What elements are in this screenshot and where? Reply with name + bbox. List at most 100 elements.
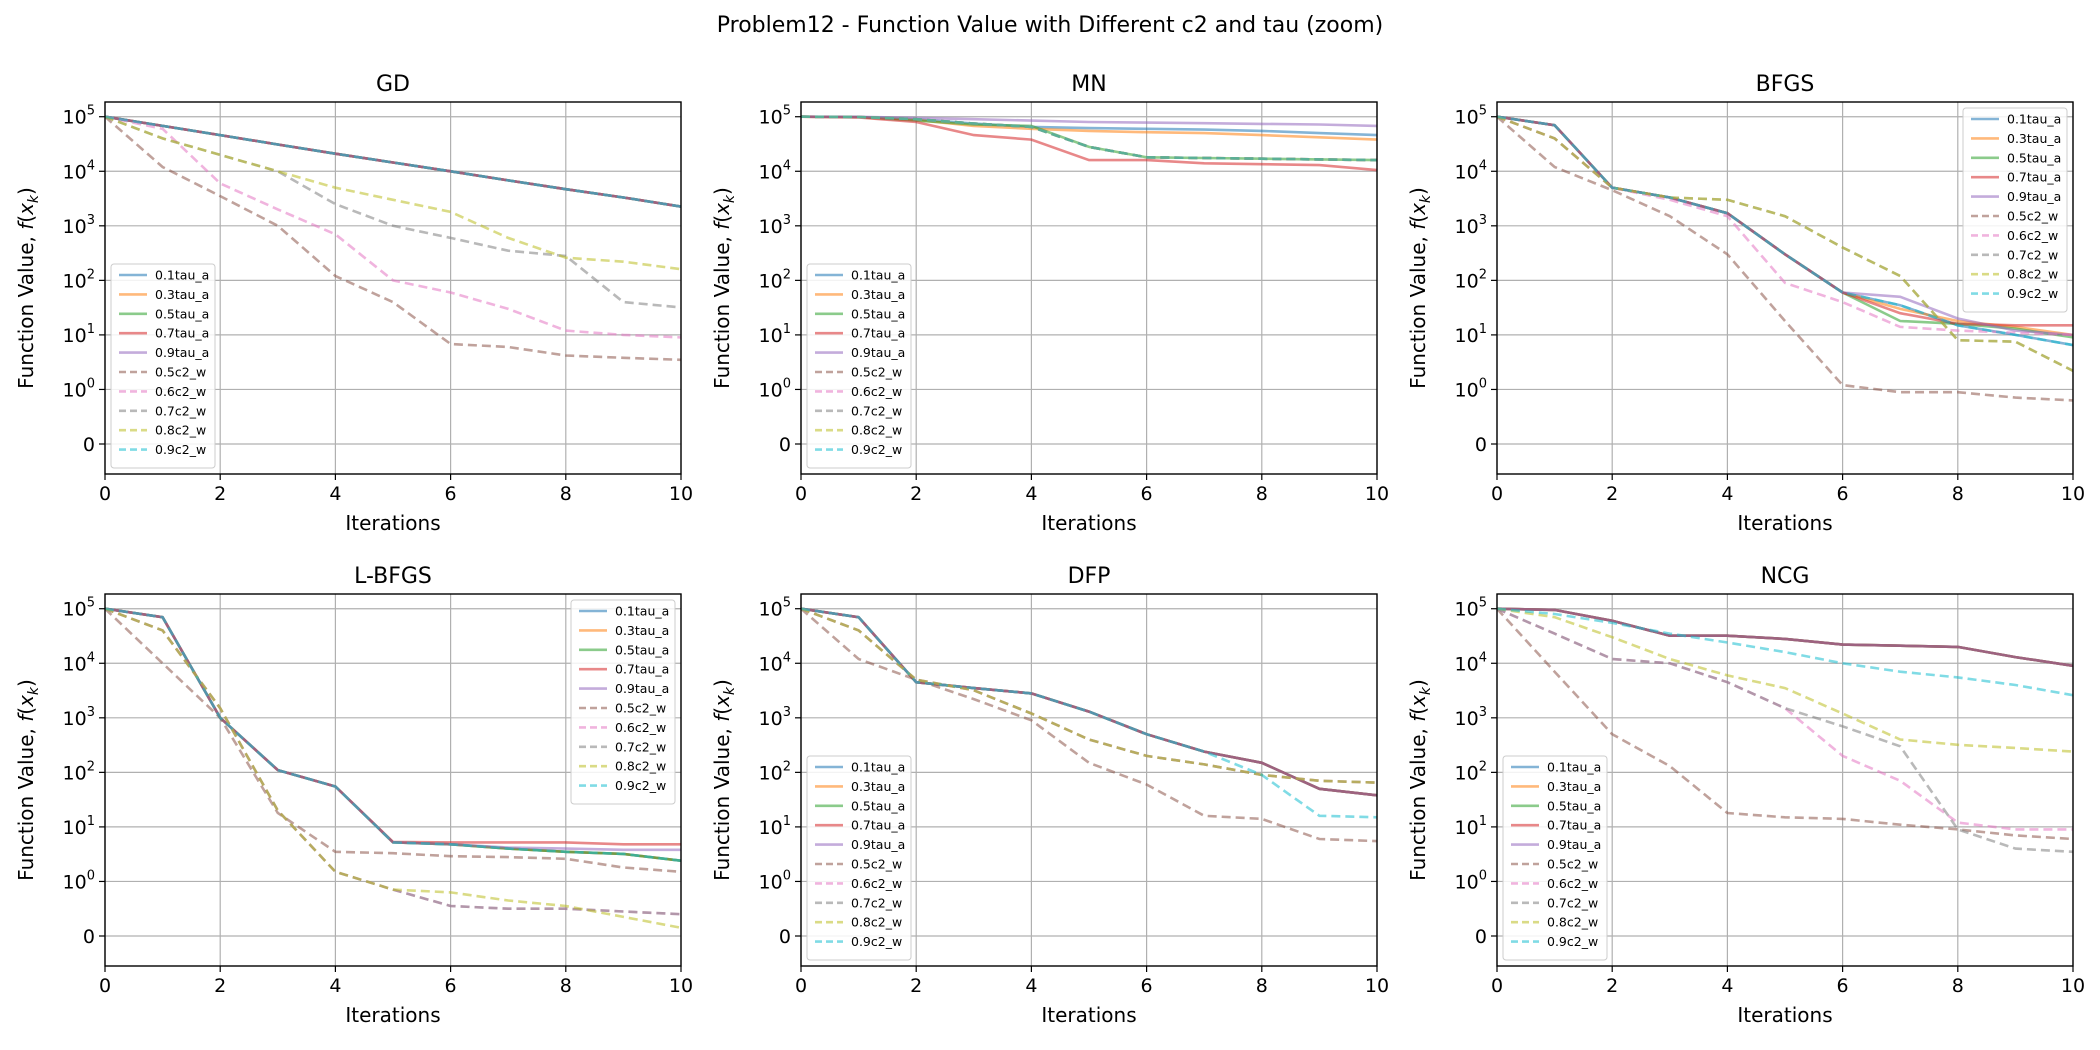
legend-entry: 0.9c2_w	[851, 442, 902, 457]
y-tick-label: 102	[63, 267, 95, 292]
legend-entry: 0.5tau_a	[1547, 798, 1601, 813]
y-tick-label: 102	[759, 759, 791, 784]
x-tick-label: 0	[795, 975, 807, 997]
x-tick-label: 0	[99, 483, 111, 505]
legend-entry: 0.5c2_w	[1547, 857, 1598, 872]
y-tick-label: 104	[759, 650, 791, 675]
y-tick-label: 100	[63, 868, 95, 893]
legend-entry: 0.8c2_w	[851, 423, 902, 438]
legend-entry: 0.3tau_a	[851, 779, 905, 794]
chart-title: L-BFGS	[354, 564, 432, 589]
series-line-0p9c2_w	[801, 607, 1377, 819]
legend-entry: 0.1tau_a	[851, 268, 905, 283]
x-tick-label: 8	[1952, 483, 1964, 505]
series-group	[105, 115, 681, 362]
x-tick-label: 6	[1141, 483, 1153, 505]
legend-entry: 0.6c2_w	[851, 876, 902, 891]
series-line-0p7tau_a	[801, 115, 1377, 172]
y-tick-label: 104	[63, 650, 95, 675]
y-tick-label: 103	[759, 705, 791, 730]
y-tick-label: 100	[63, 376, 95, 401]
legend-entry: 0.9tau_a	[1547, 837, 1601, 852]
y-tick-label: 103	[1455, 705, 1487, 730]
series-line-0p7c2_w	[1497, 607, 2073, 854]
legend: 0.1tau_a 0.3tau_a 0.5tau_a 0.7tau_a 0.9tau_a…	[806, 755, 912, 961]
legend-entry: 0.6c2_w	[1547, 876, 1598, 891]
legend-entry: 0.8c2_w	[1547, 915, 1598, 930]
x-tick-label: 6	[1837, 975, 1849, 997]
legend: 0.1tau_a 0.3tau_a 0.5tau_a 0.7tau_a 0.9tau_a…	[570, 599, 676, 805]
y-tick-label: 104	[759, 158, 791, 183]
legend-entry: 0.9tau_a	[851, 837, 905, 852]
legend-entry: 0.9c2_w	[851, 934, 902, 949]
legend-entry: 0.5tau_a	[851, 306, 905, 321]
axes-frame	[1496, 593, 2074, 967]
series-line-0p9c2_w	[801, 115, 1377, 162]
legend-entry: 0.9c2_w	[1547, 934, 1598, 949]
y-tick-label: 103	[63, 213, 95, 238]
legend-entry: 0.5tau_a	[851, 798, 905, 813]
chart-title: NCG	[1761, 564, 1810, 589]
legend-entry: 0.5tau_a	[2007, 150, 2061, 165]
x-tick-label: 6	[1837, 483, 1849, 505]
legend-entry: 0.7c2_w	[2007, 247, 2058, 262]
legend-entry: 0.8c2_w	[851, 915, 902, 930]
x-tick-label: 0	[795, 483, 807, 505]
x-axis-label: Iterations	[1737, 1003, 1832, 1027]
y-tick-label: 100	[1455, 376, 1487, 401]
y-tick-label: 101	[759, 814, 791, 839]
y-tick-label: 105	[1455, 104, 1487, 129]
y-tick-label: 100	[1455, 868, 1487, 893]
y-axis-label: Function Value, f(xk)	[710, 187, 738, 389]
legend-entry: 0.8c2_w	[615, 759, 666, 774]
y-tick-label: 101	[63, 322, 95, 347]
x-tick-label: 4	[1025, 975, 1037, 997]
legend-entry: 0.8c2_w	[155, 423, 206, 438]
legend-entry: 0.7tau_a	[155, 326, 209, 341]
x-tick-label: 4	[1025, 483, 1037, 505]
y-tick-label: 0	[779, 926, 791, 948]
x-tick-label: 0	[1491, 483, 1503, 505]
legend-entry: 0.5c2_w	[615, 701, 666, 716]
y-tick-label: 100	[759, 868, 791, 893]
legend-entry: 0.3tau_a	[851, 287, 905, 302]
legend-entry: 0.5tau_a	[155, 306, 209, 321]
x-tick-label: 0	[99, 975, 111, 997]
y-tick-label: 101	[759, 322, 791, 347]
legend-entry: 0.7tau_a	[615, 662, 669, 677]
series-line-0p5c2_w	[105, 607, 681, 874]
x-tick-label: 0	[1491, 975, 1503, 997]
axes-frame	[800, 101, 1378, 475]
series-line-0p9tau_a	[1497, 607, 2073, 668]
legend-entry: 0.9c2_w	[155, 442, 206, 457]
y-tick-label: 104	[63, 158, 95, 183]
legend-entry: 0.5tau_a	[615, 642, 669, 657]
x-axis-label: Iterations	[345, 511, 440, 535]
x-tick-label: 2	[214, 483, 226, 505]
legend-entry: 0.7tau_a	[851, 818, 905, 833]
legend-entry: 0.3tau_a	[2007, 131, 2061, 146]
chart-panel-ncg: 0 2 4 6 8 100100101102103104105NCGIterationsF…	[1406, 564, 2085, 1027]
y-tick-label: 104	[1455, 158, 1487, 183]
y-tick-label: 105	[63, 596, 95, 621]
legend-entry: 0.6c2_w	[851, 384, 902, 399]
y-tick-label: 0	[1475, 434, 1487, 456]
y-tick-label: 102	[1455, 759, 1487, 784]
y-tick-label: 105	[759, 596, 791, 621]
legend-entry: 0.6c2_w	[2007, 228, 2058, 243]
x-tick-label: 8	[560, 483, 572, 505]
legend: 0.1tau_a 0.3tau_a 0.5tau_a 0.7tau_a 0.9tau_a…	[1502, 755, 1608, 961]
legend-entry: 0.6c2_w	[155, 384, 206, 399]
x-tick-label: 2	[1606, 483, 1618, 505]
series-line-0p5c2_w	[1497, 607, 2073, 841]
axes-frame	[104, 593, 682, 967]
legend-entry: 0.9c2_w	[615, 778, 666, 793]
y-tick-label: 101	[1455, 814, 1487, 839]
chart-panel-bfgs: 0 2 4 6 8 100100101102103104105BFGSIterations…	[1406, 72, 2085, 535]
y-tick-label: 101	[63, 814, 95, 839]
x-tick-label: 4	[1721, 483, 1733, 505]
y-tick-label: 105	[1455, 596, 1487, 621]
y-tick-label: 105	[759, 104, 791, 129]
series-group	[801, 115, 1377, 172]
